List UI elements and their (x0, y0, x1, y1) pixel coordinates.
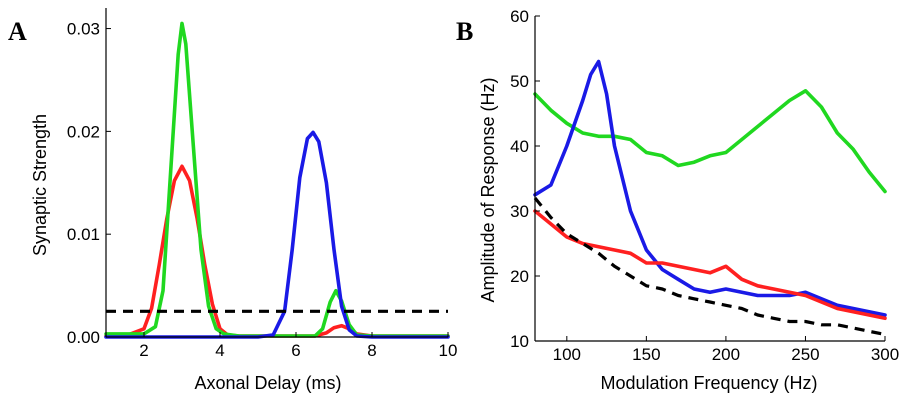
x-axis-label-b: Modulation Frequency (Hz) (600, 373, 817, 393)
ticks-a: 2 4 6 8 10 0.00 0.01 0.02 0.03 (67, 8, 458, 360)
chart-b: B 100 150 200 250 300 10 20 30 40 50 60 Modulation… (456, 7, 899, 393)
y-tick-label-1-4: 50 (510, 72, 529, 91)
x-tick-label-0-3: 8 (367, 341, 376, 360)
y-tick-label-1-2: 30 (510, 202, 529, 221)
y-tick-label-1-5: 60 (510, 7, 529, 26)
x-tick-label-1-0: 100 (553, 345, 581, 364)
y-tick-label-1-0: 10 (510, 332, 529, 351)
series-line-0-2 (104, 130, 450, 339)
series-line-1-1 (533, 59, 887, 317)
x-tick-label-1-2: 200 (712, 345, 740, 364)
plot-area-b (533, 59, 887, 337)
y-tick-label-0-2: 0.02 (67, 122, 100, 141)
y-tick-label-0-3: 0.03 (67, 20, 100, 39)
x-tick-label-0-4: 10 (439, 341, 458, 360)
x-tick-label-0-1: 4 (215, 341, 224, 360)
y-axis-label-b: Amplitude of Response (Hz) (478, 77, 498, 302)
series-line-1-2 (533, 209, 887, 321)
series-line-1-0 (533, 89, 887, 194)
y-tick-label-0-0: 0.00 (67, 328, 100, 347)
series-line-1-3 (533, 196, 886, 337)
x-tick-label-1-3: 250 (791, 345, 819, 364)
plot-area-a (104, 21, 450, 339)
y-axis-label-a: Synaptic Strength (30, 114, 50, 256)
y-tick-label-1-1: 20 (510, 267, 529, 286)
x-tick-label-0-0: 2 (139, 341, 148, 360)
x-axis-label-a: Axonal Delay (ms) (194, 373, 341, 393)
ticks-b: 100 150 200 250 300 10 20 30 40 50 60 (510, 7, 899, 364)
series-line-0-1 (104, 21, 450, 338)
x-tick-label-1-4: 300 (871, 345, 899, 364)
x-tick-label-1-1: 150 (632, 345, 660, 364)
chart-a: A 2 4 6 8 10 0.00 0.01 0.02 0.03 Axonal Delay (m… (8, 8, 457, 393)
y-tick-label-1-3: 40 (510, 137, 529, 156)
panel-label-a: A (8, 17, 27, 46)
panel-label-b: B (456, 17, 473, 46)
y-tick-label-0-1: 0.01 (67, 225, 100, 244)
x-tick-label-0-2: 6 (291, 341, 300, 360)
